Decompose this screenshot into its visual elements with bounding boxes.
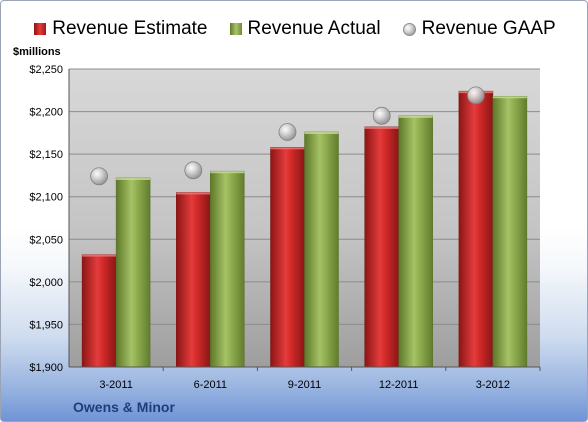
bar-revenue-estimate [176,192,211,368]
bar-revenue-estimate-top [176,192,211,195]
bar-revenue-actual [398,115,433,368]
bar-revenue-actual-top [304,132,339,135]
company-name: Owens & Minor [73,399,175,415]
bar-revenue-actual-top [116,177,151,180]
x-tick-label: 6-2011 [194,379,227,391]
y-tick-label: $2,100 [29,192,63,204]
y-tick-label: $2,250 [29,64,63,76]
legend-item-revenue-estimate: Revenue Estimate [34,18,208,40]
bar-revenue-estimate [81,254,117,368]
legend: Revenue Estimate Revenue Actual Revenue … [1,17,587,41]
y-tick-label: $2,200 [29,107,63,119]
legend-label-revenue-actual: Revenue Actual [247,18,381,39]
bar-revenue-estimate-top [364,126,399,129]
bar-revenue-actual [210,170,245,368]
y-axis-unit-label: $millions [13,46,61,58]
legend-swatch-revenue-estimate [34,23,47,35]
marker-revenue-gaap [466,86,485,105]
x-tick-label: 12-2011 [379,379,419,391]
bar-revenue-actual [115,177,151,368]
y-tick-label: $2,050 [29,234,63,246]
bar-revenue-actual-top [492,96,527,99]
x-tick-label: 3-2011 [99,379,132,391]
legend-item-revenue-gaap: Revenue GAAP [402,18,556,40]
y-tick-label: $1,950 [29,319,63,331]
marker-revenue-gaap [372,106,391,125]
bar-revenue-estimate [458,90,494,368]
y-tick-label: $1,900 [29,362,63,374]
bar-revenue-actual [304,131,339,368]
marker-revenue-gaap [184,161,203,180]
y-tick-label: $2,150 [29,149,63,161]
legend-swatch-revenue-actual [229,23,242,35]
legend-label-revenue-estimate: Revenue Estimate [52,18,208,39]
bar-revenue-actual [492,95,528,368]
bar-revenue-estimate [270,147,305,368]
marker-revenue-gaap [278,123,297,141]
marker-revenue-gaap [90,167,108,186]
x-tick-label: 9-2011 [288,379,321,391]
y-tick-label: $2,000 [29,277,63,289]
x-tick-label: 3-2012 [476,379,510,391]
legend-swatch-revenue-gaap [402,22,416,36]
bar-revenue-actual-top [398,115,433,118]
bar-revenue-estimate-top [270,147,305,150]
bar-revenue-estimate-top [82,254,117,257]
bar-revenue-actual-top [210,171,245,174]
bar-revenue-estimate [364,126,399,368]
legend-label-revenue-gaap: Revenue GAAP [421,18,556,39]
legend-item-revenue-actual: Revenue Actual [229,18,381,40]
